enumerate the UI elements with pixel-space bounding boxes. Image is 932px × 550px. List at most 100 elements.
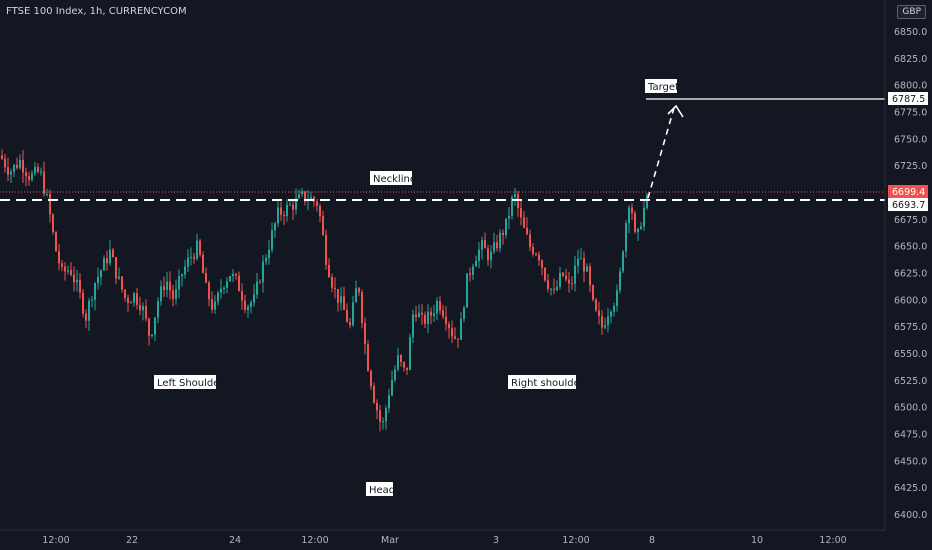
- candle-body: [373, 386, 375, 403]
- candle-body: [610, 311, 612, 317]
- candle-body: [346, 310, 348, 322]
- candle-body: [349, 321, 351, 326]
- candle-body: [82, 292, 84, 314]
- candle-body: [25, 172, 27, 177]
- candle-body: [1, 155, 3, 159]
- candle-body: [34, 166, 36, 174]
- candle-body: [376, 402, 378, 411]
- candle-body: [238, 275, 240, 292]
- candle-body: [640, 226, 642, 229]
- time-tick-label: 12:00: [819, 535, 846, 546]
- time-axis[interactable]: 12:00 22 24 12:00 Mar 3 12:00 8 10 12:00: [42, 535, 846, 546]
- candle-body: [388, 395, 390, 409]
- candle-body: [619, 271, 621, 291]
- candle-body: [481, 239, 483, 250]
- candle-body: [229, 276, 231, 282]
- candle-body: [220, 288, 222, 293]
- candle-body: [517, 193, 519, 209]
- price-tick-label: 6800.0: [894, 81, 927, 92]
- candle-body: [97, 276, 99, 284]
- candle-body: [523, 217, 525, 228]
- price-tick-label: 6500.0: [894, 403, 927, 414]
- candle-body: [7, 167, 9, 175]
- price-tick-label: 6425.0: [894, 483, 927, 494]
- candle-body: [316, 201, 318, 206]
- candle-body: [154, 317, 156, 335]
- candle-body: [421, 312, 423, 315]
- candle-body: [61, 263, 63, 267]
- price-tick-label: 6675.0: [894, 215, 927, 226]
- candle-body: [487, 248, 489, 261]
- candle-body: [118, 276, 120, 279]
- candle-body: [22, 159, 24, 173]
- candle-body: [127, 297, 129, 304]
- candle-body: [628, 207, 630, 224]
- candle-body: [211, 299, 213, 310]
- candle-body: [253, 294, 255, 303]
- candle-body: [547, 280, 549, 289]
- candle-body: [70, 270, 72, 275]
- head-label: Head: [366, 482, 395, 496]
- candle-body: [184, 266, 186, 275]
- candle-body: [334, 287, 336, 290]
- candle-body: [409, 337, 411, 370]
- candle-body: [289, 204, 291, 206]
- candle-body: [448, 323, 450, 329]
- right-shoulder-label: Right shoulder: [508, 375, 585, 389]
- candle-body: [280, 207, 282, 215]
- price-tick-label: 6475.0: [894, 430, 927, 441]
- candle-body: [247, 306, 249, 311]
- candle-body: [445, 316, 447, 324]
- candle-body: [472, 266, 474, 275]
- candle-body: [202, 254, 204, 274]
- candle-body: [331, 276, 333, 288]
- candle-body: [583, 258, 585, 272]
- price-axis[interactable]: 6850.06825.06800.06775.06750.06725.06700…: [894, 27, 927, 521]
- candle-body: [391, 380, 393, 396]
- last-price-text: 6699.4: [892, 187, 925, 198]
- candle-body: [274, 223, 276, 231]
- candle-body: [298, 194, 300, 199]
- candle-body: [148, 318, 150, 336]
- candle-body: [607, 316, 609, 326]
- candle-body: [196, 240, 198, 259]
- candle-body: [175, 289, 177, 299]
- candle-body: [355, 288, 357, 303]
- candle-body: [46, 193, 48, 195]
- candle-body: [484, 239, 486, 249]
- candle-body: [112, 249, 114, 258]
- candle-body: [538, 254, 540, 261]
- candle-body: [10, 171, 12, 175]
- candle-body: [190, 256, 192, 258]
- time-tick-label: 22: [126, 535, 138, 546]
- left-shoulder-label: Left Shoulder: [154, 375, 224, 389]
- candle-body: [142, 306, 144, 311]
- candle-body: [199, 240, 201, 255]
- candle-body: [358, 288, 360, 293]
- candle-body: [613, 306, 615, 312]
- currency-badge[interactable]: GBP: [897, 5, 926, 19]
- candle-body: [475, 260, 477, 267]
- candle-body: [631, 207, 633, 214]
- candle-body: [181, 274, 183, 277]
- candle-body: [286, 204, 288, 217]
- candle-body: [139, 304, 141, 311]
- candle-body: [460, 318, 462, 340]
- candle-body: [478, 249, 480, 261]
- neckline-label-text: Neckline: [373, 174, 416, 185]
- candle-body: [580, 258, 582, 260]
- price-tick-label: 6450.0: [894, 456, 927, 467]
- candle-body: [292, 204, 294, 210]
- left-shoulder-label-text: Left Shoulder: [157, 378, 224, 389]
- candle-body: [88, 300, 90, 321]
- candle-body: [601, 315, 603, 328]
- candle-body: [451, 328, 453, 337]
- candle-body: [304, 191, 306, 202]
- price-tick-label: 6650.0: [894, 242, 927, 253]
- candle-body: [163, 286, 165, 290]
- candle-body: [643, 207, 645, 227]
- candle-body: [250, 302, 252, 307]
- candle-body: [403, 361, 405, 368]
- candle-body: [64, 266, 66, 272]
